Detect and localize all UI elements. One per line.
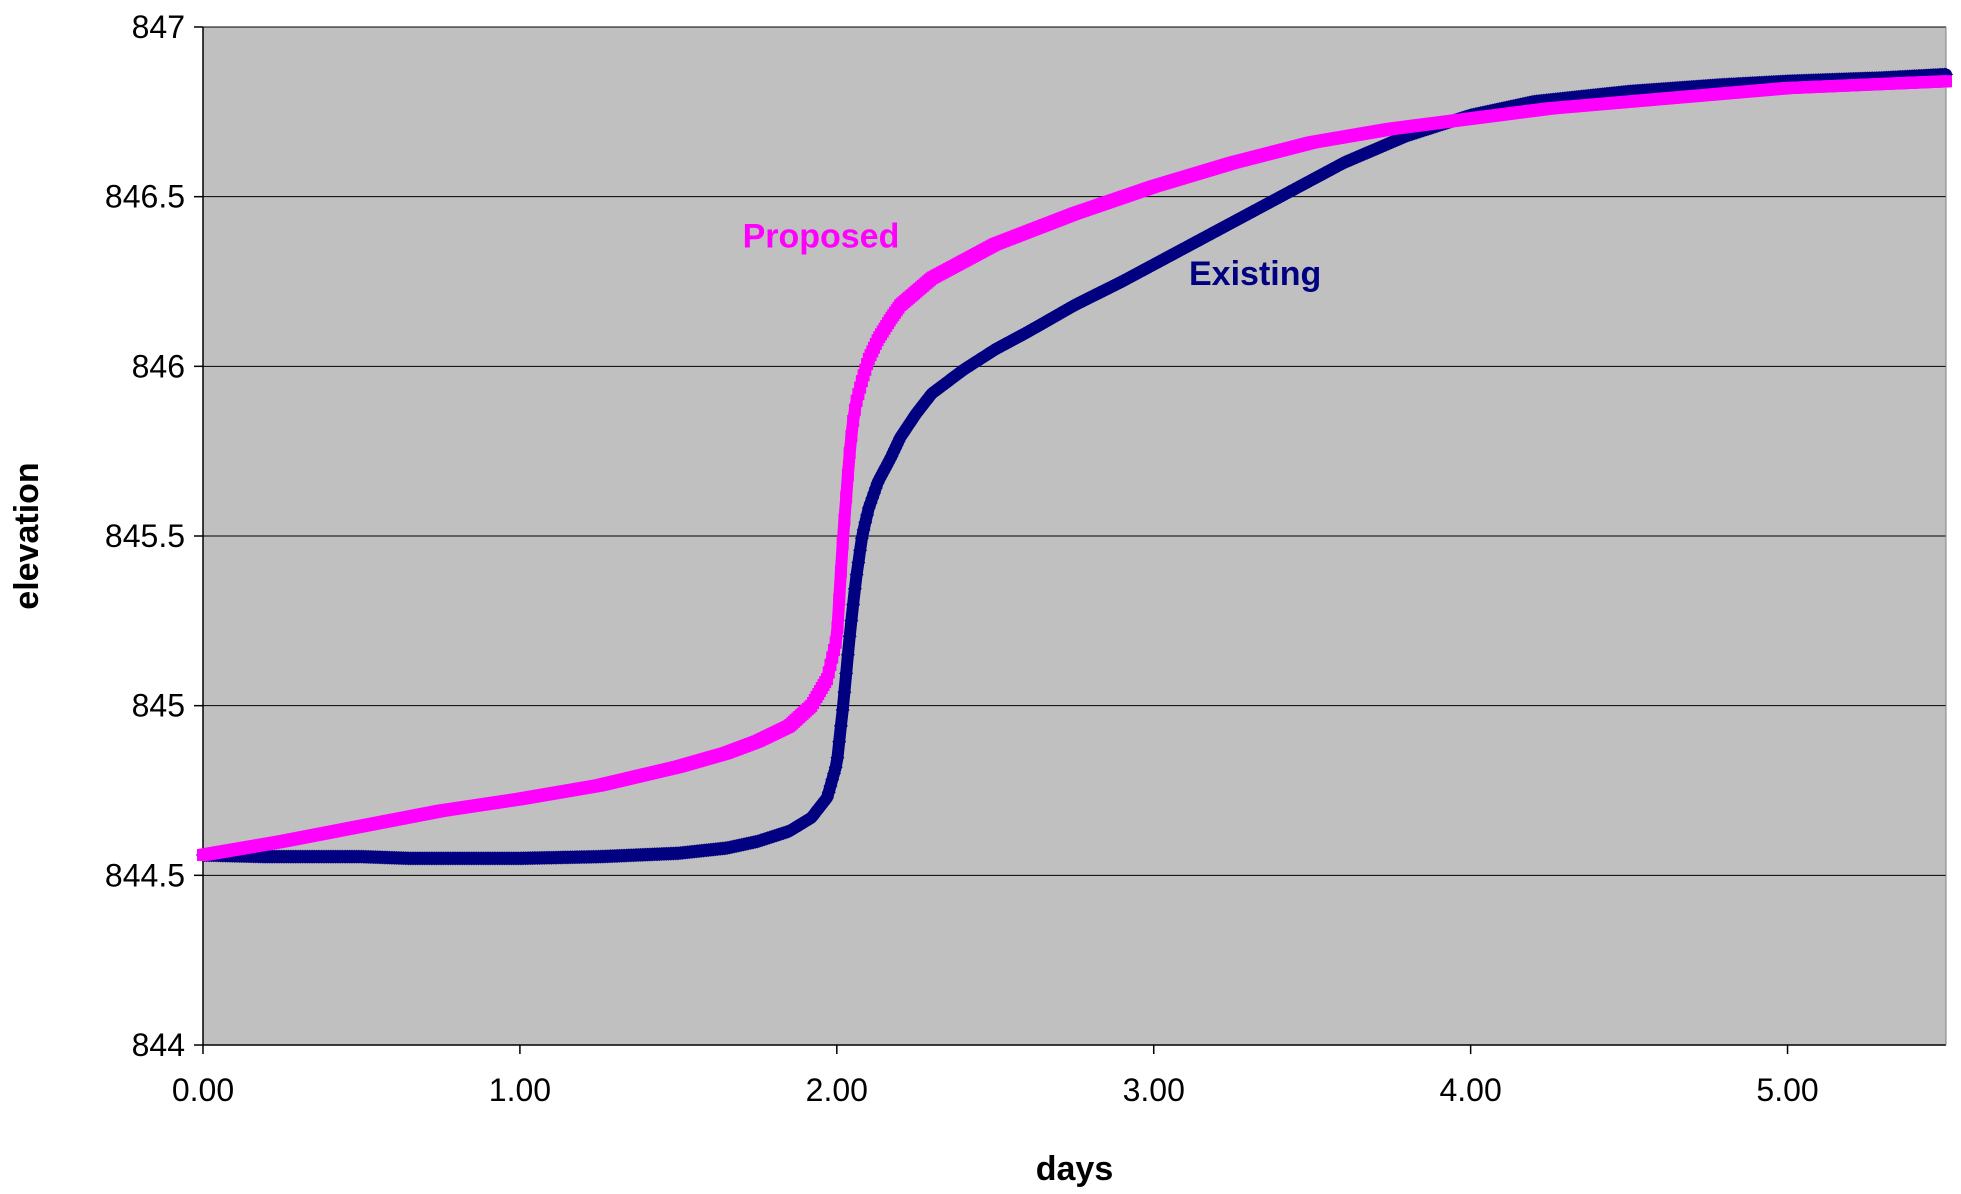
series-proposed-point	[841, 468, 854, 481]
y-tick-label: 847	[132, 9, 185, 45]
series-existing-point	[847, 581, 862, 596]
series-existing-point	[837, 685, 852, 700]
series-existing-point	[840, 647, 855, 662]
series-proposed-point	[845, 430, 858, 443]
x-axis-title: days	[1036, 1150, 1114, 1188]
series-proposed-point	[838, 513, 851, 526]
series-existing-point	[853, 543, 868, 558]
series-proposed-point	[847, 414, 860, 427]
y-axis-title: elevation	[8, 462, 46, 609]
y-tick-label: 844	[132, 1027, 185, 1063]
y-tick-label: 844.5	[105, 857, 185, 893]
y-tick-label: 845.5	[105, 518, 185, 554]
series-proposed-point	[831, 621, 844, 634]
series-proposed-point	[1940, 75, 1952, 88]
series-proposed-point	[834, 565, 847, 578]
y-tick-label: 846.5	[105, 179, 185, 215]
series-existing-point	[833, 718, 848, 733]
x-tick-label: 4.00	[1439, 1072, 1501, 1108]
x-tick-label: 2.00	[806, 1072, 868, 1108]
series-proposed	[197, 75, 1952, 861]
series-existing	[196, 67, 1953, 866]
series-proposed-point	[833, 593, 846, 606]
series-existing-point	[839, 666, 854, 681]
series-proposed-point	[829, 636, 842, 649]
series-proposed-point	[836, 537, 849, 550]
series-existing-point	[844, 613, 859, 628]
x-tick-label: 3.00	[1123, 1072, 1185, 1108]
series-annotations: Proposed Existing	[743, 218, 1322, 293]
x-tick-label: 1.00	[489, 1072, 551, 1108]
series-label-existing: Existing	[1189, 255, 1321, 293]
series-existing-point	[842, 629, 857, 644]
series-existing-point	[828, 760, 843, 775]
series-existing-point	[830, 750, 845, 765]
series-existing-point	[851, 555, 866, 570]
series-proposed-point	[840, 491, 853, 504]
series-existing-point	[832, 734, 847, 749]
series-label-proposed: Proposed	[743, 218, 900, 256]
grid-lines	[203, 26, 1946, 876]
series-proposed-point	[843, 447, 856, 460]
y-tick-label: 846	[132, 348, 185, 384]
y-tick-label: 845	[132, 688, 185, 724]
x-tick-label: 0.00	[172, 1072, 234, 1108]
series-existing-point	[849, 567, 864, 582]
series-proposed-point	[848, 403, 861, 416]
axes	[194, 26, 1947, 1054]
series-existing-point	[846, 597, 861, 612]
series-existing-point	[835, 702, 850, 717]
tick-labels: 844 844.5 845 845.5 846 846.5 847 0.00 1.00 2.00 3…	[105, 9, 1819, 1108]
series-layer	[196, 67, 1953, 866]
x-tick-label: 5.00	[1756, 1072, 1818, 1108]
